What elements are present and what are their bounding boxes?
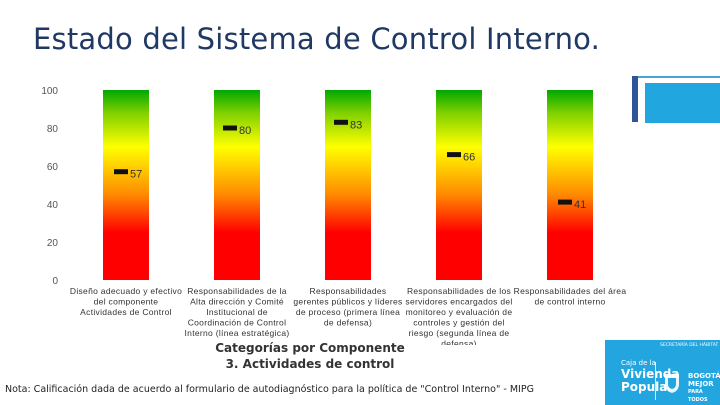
secretaria-label: SECRETARÍA DEL HÁBITAT (660, 343, 719, 348)
category-label: de proceso (primera línea (296, 307, 400, 317)
category-label: de control interno (534, 297, 605, 307)
value-marker (114, 169, 128, 175)
data-label: 83 (350, 119, 362, 131)
corner-accent-box (645, 83, 720, 123)
y-tick-label: 20 (47, 238, 59, 249)
cvp-logo-line-1: Caja de la (621, 359, 656, 367)
category-label: Diseño adecuado y efectivo (70, 286, 182, 296)
footnote: Nota: Calificación dada de acuerdo al fo… (5, 384, 534, 395)
category-label: Institucional de (206, 307, 268, 317)
bar (547, 90, 593, 280)
category-label: Responsabilidades (310, 286, 387, 296)
category-label: Actividades de Control (80, 307, 172, 317)
cvp-logo: Caja de la Vivienda Popular (621, 359, 680, 394)
category-label: Interno (línea estratégica) (185, 328, 290, 338)
chart: 0 20 40 60 80 100 57 80 83 66 41 Diseño adecuado … (41, 86, 626, 345)
data-label: 57 (130, 169, 142, 181)
bogota-logo-line-2: MEJOR (688, 380, 714, 388)
bogota-logo-line-3: PARA TODOS (688, 389, 708, 403)
y-axis: 0 20 40 60 80 100 (41, 86, 58, 287)
category-label: riesgo (segunda línea de (409, 328, 510, 338)
y-tick-label: 60 (47, 162, 59, 173)
category-label: defensa) (441, 339, 476, 346)
x-axis-label-line-1: Categorías por Componente (215, 341, 405, 355)
y-tick-label: 0 (52, 276, 58, 287)
cvp-logo-line-3: Popular (621, 380, 674, 394)
data-label: 80 (239, 125, 251, 137)
cvp-logo-line-2: Vivienda (621, 367, 680, 381)
bars (103, 90, 593, 280)
category-label: Responsabilidades del área (514, 286, 627, 296)
value-marker (447, 152, 461, 158)
x-axis-label-line-2: 3. Actividades de control (225, 357, 395, 371)
category-label: servidores encargados del (405, 297, 512, 307)
category-label: del componente (94, 297, 159, 307)
value-markers: 57 80 83 66 41 (114, 119, 586, 211)
bar (325, 90, 371, 280)
corner-accent-line (632, 76, 720, 78)
data-label: 41 (574, 199, 586, 211)
category-label: de defensa) (324, 318, 372, 328)
corner-accent-mark (632, 76, 638, 122)
y-tick-label: 40 (47, 200, 59, 211)
data-label: 66 (463, 152, 475, 164)
category-label: Alta dirección y Comité (190, 297, 284, 307)
y-tick-label: 80 (47, 124, 59, 135)
category-label: Responsabilidades de los (407, 286, 511, 296)
bogota-seal-icon (665, 374, 679, 393)
bogota-logo: BOGOTÁ MEJOR PARA TODOS (688, 372, 720, 404)
category-label: Coordinación de Control (188, 318, 287, 328)
y-tick-label: 100 (41, 86, 58, 97)
bar (214, 90, 260, 280)
category-label: monitoreo y evaluación de (406, 307, 513, 317)
value-marker (558, 199, 572, 205)
logo-panel (605, 340, 720, 405)
category-label: controles y gestión del (413, 318, 504, 328)
logo-separator (655, 362, 656, 400)
category-label: gerentes públicos y líderes (293, 297, 402, 307)
bar (103, 90, 149, 280)
x-axis-label: Categorías por Componente 3. Actividades… (160, 340, 460, 372)
value-marker (223, 125, 237, 131)
bar (436, 90, 482, 280)
bogota-logo-line-1: BOGOTÁ (688, 372, 720, 380)
value-marker (334, 119, 348, 125)
slide-title: Estado del Sistema de Control Interno. (33, 22, 600, 56)
category-label: Responsabilidades de la (187, 286, 287, 296)
